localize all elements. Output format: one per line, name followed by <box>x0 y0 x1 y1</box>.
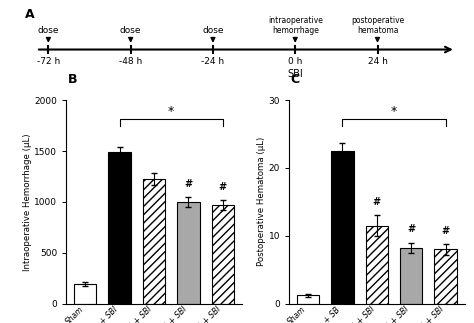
Y-axis label: Postoperative Hematoma (μL): Postoperative Hematoma (μL) <box>257 137 266 266</box>
Text: -48 h: -48 h <box>119 57 142 66</box>
Bar <box>400 248 422 304</box>
Bar <box>297 296 319 304</box>
Text: 0 h: 0 h <box>288 57 302 66</box>
Text: -24 h: -24 h <box>201 57 225 66</box>
Text: #: # <box>219 182 227 192</box>
Bar <box>435 249 457 304</box>
Bar <box>331 151 354 304</box>
Text: -72 h: -72 h <box>37 57 60 66</box>
Text: postoperative
hematoma: postoperative hematoma <box>351 16 404 35</box>
Text: dose: dose <box>120 26 141 35</box>
Bar <box>109 152 131 304</box>
Text: SBI: SBI <box>287 69 303 79</box>
Text: A: A <box>25 8 35 21</box>
Text: B: B <box>67 73 77 86</box>
Text: dose: dose <box>202 26 224 35</box>
Text: *: * <box>168 105 174 119</box>
Bar <box>177 202 200 304</box>
Text: *: * <box>391 105 397 119</box>
Y-axis label: Intraoperative Hemorrhage (μL): Intraoperative Hemorrhage (μL) <box>23 133 32 271</box>
Bar <box>365 225 388 304</box>
Text: 24 h: 24 h <box>367 57 387 66</box>
Bar <box>74 284 96 304</box>
Text: #: # <box>442 226 450 236</box>
Text: dose: dose <box>37 26 59 35</box>
Text: #: # <box>407 224 415 234</box>
Bar <box>212 205 234 304</box>
Text: C: C <box>290 73 299 86</box>
Text: #: # <box>184 179 192 189</box>
Bar <box>143 179 165 304</box>
Text: intraoperative
hemorrhage: intraoperative hemorrhage <box>268 16 323 35</box>
Text: #: # <box>373 197 381 207</box>
